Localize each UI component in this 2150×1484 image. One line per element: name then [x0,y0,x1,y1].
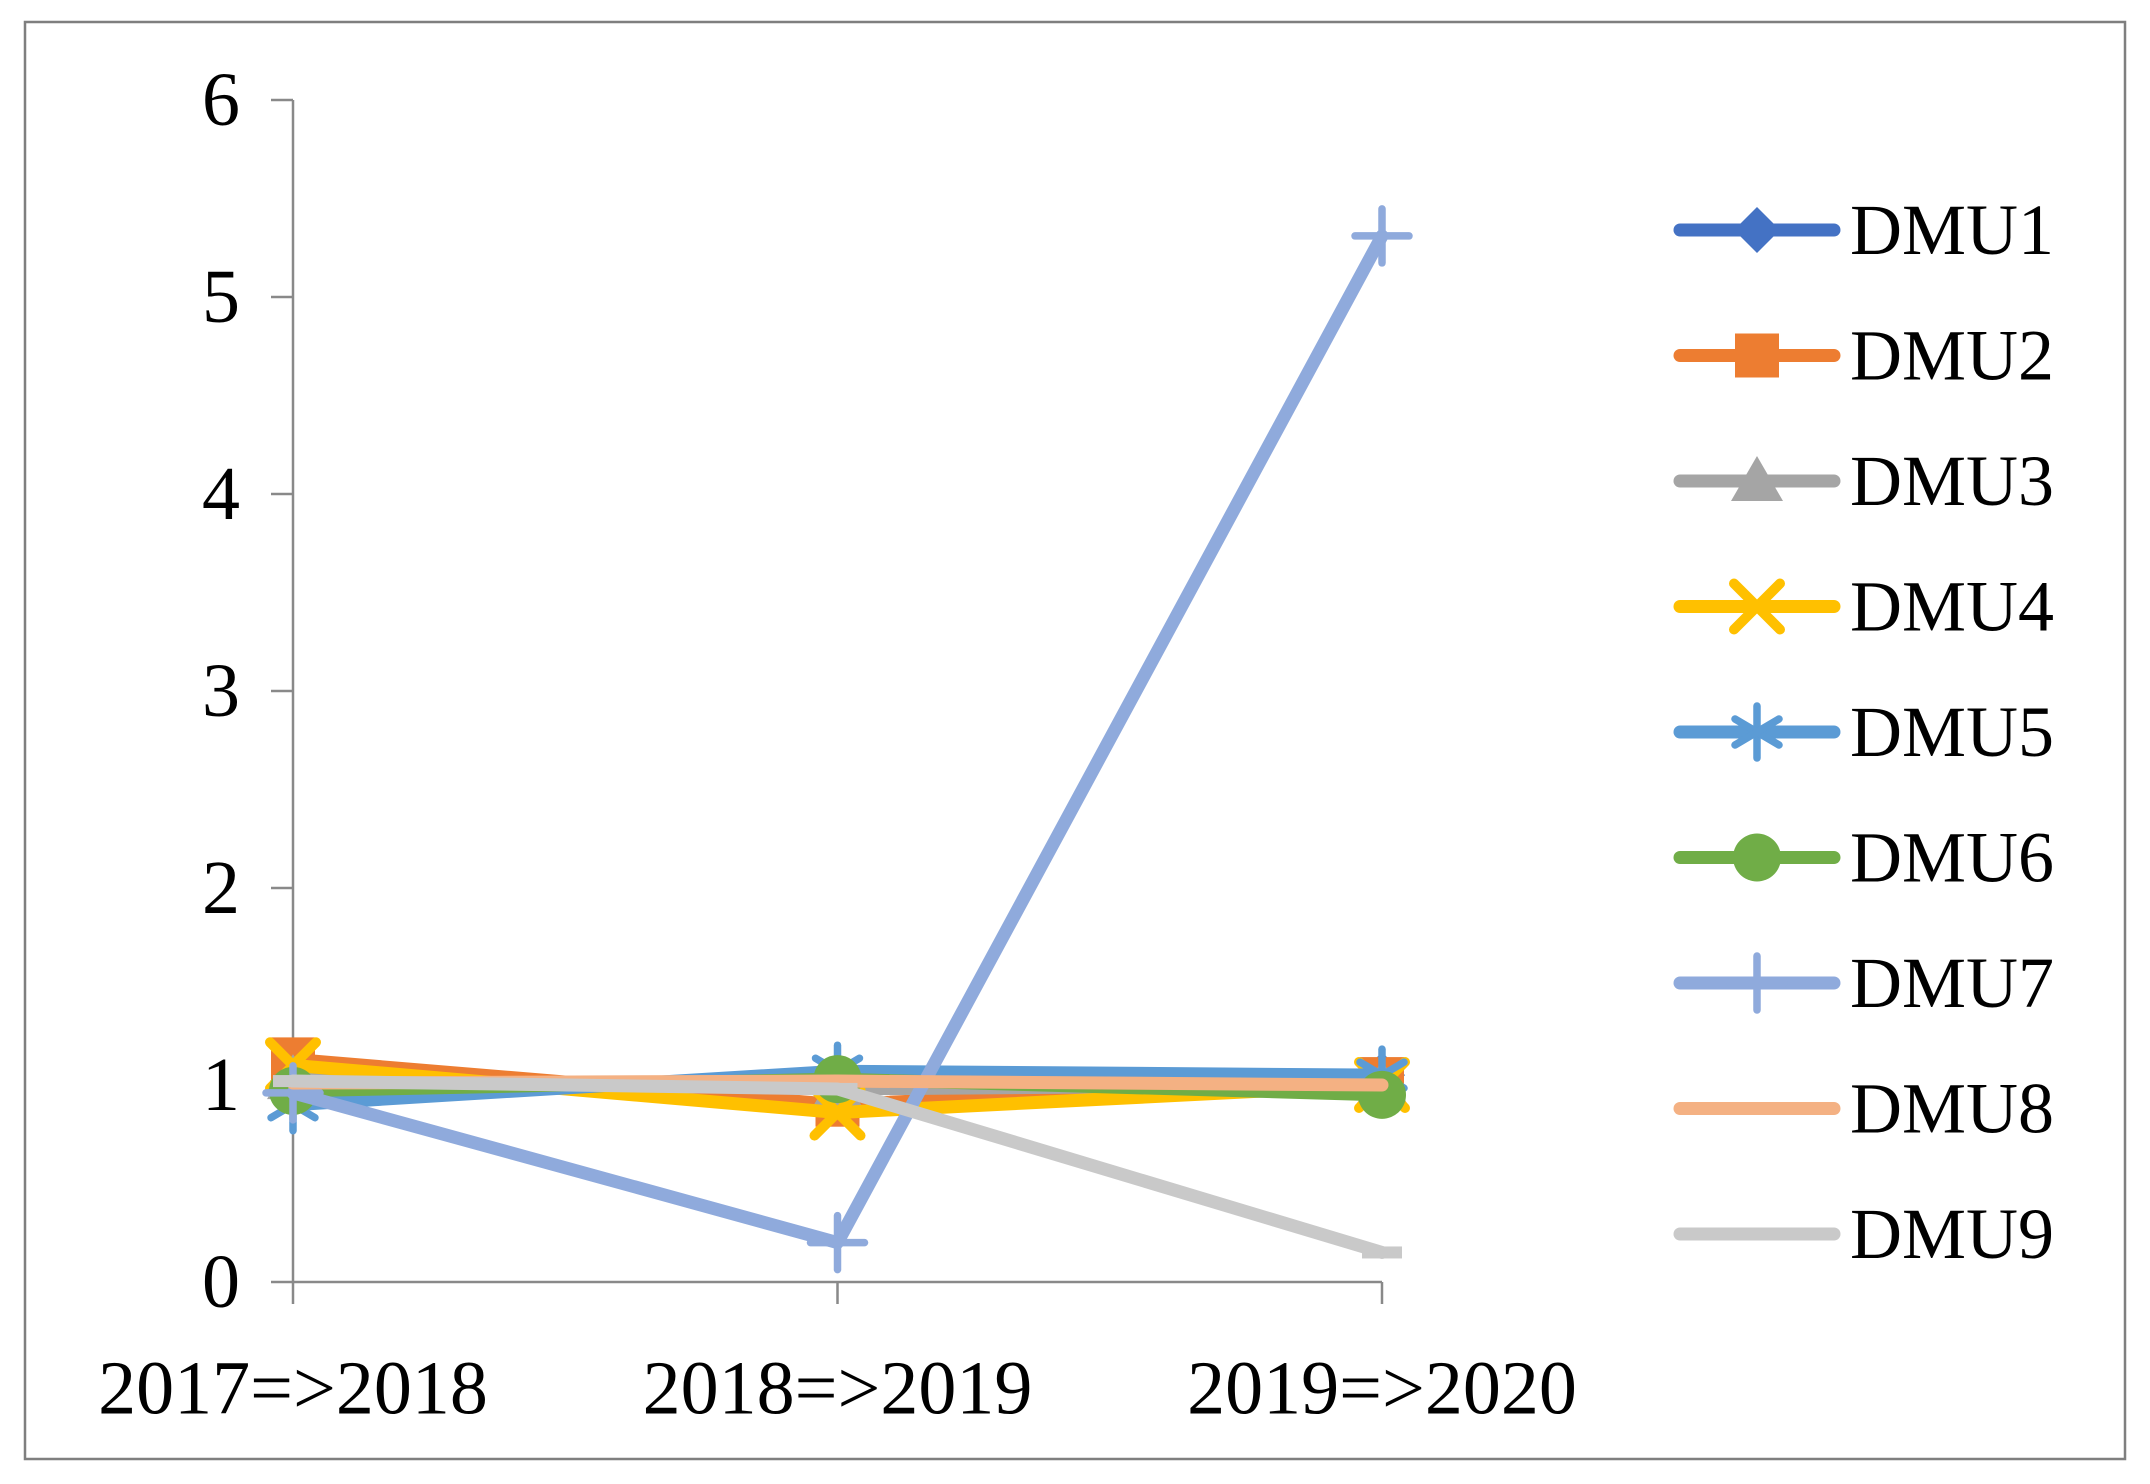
legend-item-DMU9: DMU9 [1673,1194,2054,1274]
marker-shape [273,1075,313,1088]
y-tick-label-0: 0 [202,1240,240,1324]
asterisk-marker [1731,702,1783,762]
legend-label-DMU4: DMU4 [1850,567,2054,647]
y-tick-label-5: 5 [202,255,240,339]
x-marker [1729,578,1785,635]
y-tick-label-6: 6 [202,58,240,142]
legend-label-DMU3: DMU3 [1850,441,2054,521]
marker-shape [1737,1228,1777,1240]
y-tick-label-3: 3 [202,649,240,733]
marker-shape [1731,456,1783,501]
y-tick-label-2: 2 [202,846,240,930]
legend-label-DMU1: DMU1 [1850,190,2054,270]
plus-marker [806,1211,869,1274]
marker-shape [1733,833,1781,882]
legend-item-DMU3: DMU3 [1673,441,2054,521]
legend-label-DMU2: DMU2 [1850,316,2054,396]
triangle-marker [1731,456,1783,501]
dash-marker [1362,1246,1402,1259]
marker-shape [1735,333,1779,378]
legend-item-DMU4: DMU4 [1673,567,2054,647]
legend-item-DMU1: DMU1 [1673,190,2054,270]
x-category-label-1: 2018=>2019 [643,1347,1033,1431]
circle-marker [1358,1070,1406,1119]
legend-label-DMU7: DMU7 [1850,943,2054,1023]
legend-item-DMU8: DMU8 [1673,1069,2054,1149]
figure-border [23,20,2127,1461]
marker-shape [1362,1246,1402,1259]
marker-shape [1734,207,1780,253]
legend-item-DMU6: DMU6 [1673,818,2054,898]
marker-stroke [1729,578,1785,635]
x-category-label-2: 2019=>2020 [1187,1347,1577,1431]
legend-item-DMU2: DMU2 [1673,316,2054,396]
legend-item-DMU5: DMU5 [1673,692,2054,772]
circle-marker [1733,833,1781,882]
marker-shape [1358,1070,1406,1119]
series-DMU9 [273,1074,1402,1259]
legend-label-DMU8: DMU8 [1850,1069,2054,1149]
dash-marker [273,1075,313,1088]
legend-label-DMU5: DMU5 [1850,692,2054,772]
legend-label-DMU6: DMU6 [1850,818,2054,898]
plus-marker [1726,952,1788,1014]
marker-stroke [1731,715,1783,749]
legend: DMU1 DMU2 DMU3 DMU4 DMU5 DMU6 DMU7 DMU8 DMU9 [1673,190,2054,1274]
marker-shape [817,1082,858,1095]
square-marker [1735,333,1779,378]
diamond-marker [1734,207,1780,253]
y-tick-label-1: 1 [202,1043,240,1127]
legend-item-DMU7: DMU7 [1673,943,2054,1023]
y-tick-label-4: 4 [202,452,240,536]
dash-marker [817,1082,858,1095]
legend-label-DMU9: DMU9 [1850,1194,2054,1274]
plus-marker [1351,205,1413,267]
dash-marker [1737,1228,1777,1240]
x-category-label-0: 2017=>2018 [98,1347,488,1431]
